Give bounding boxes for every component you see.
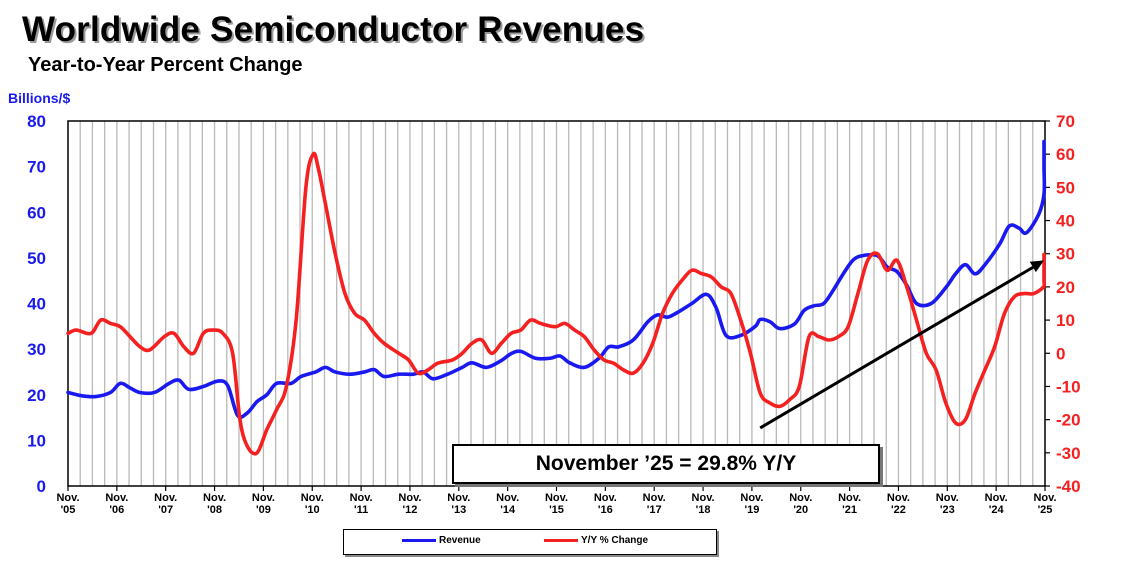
x-tick-month: Nov. [398, 492, 421, 504]
x-tick-month: Nov. [350, 492, 373, 504]
legend-item-yy-change: Y/Y % Change [544, 535, 648, 546]
right-tick-label: 40 [1056, 212, 1075, 231]
series-layer [66, 139, 1047, 456]
x-tick-month: Nov. [447, 492, 470, 504]
legend-item-revenue: Revenue [402, 535, 481, 546]
chart-subtitle: Year-to-Year Percent Change [28, 54, 303, 76]
right-tick-label: 10 [1056, 311, 1075, 330]
revenue-line [66, 139, 1047, 419]
left-tick-label: 70 [27, 158, 46, 177]
right-tick-label: 30 [1056, 245, 1075, 264]
right-tick-label: -40 [1056, 477, 1081, 496]
legend-label-yy-change: Y/Y % Change [581, 535, 649, 546]
x-tick-year: '09 [256, 504, 271, 516]
x-tick-year: '17 [647, 504, 662, 516]
x-tick-year: '16 [598, 504, 613, 516]
x-tick-month: Nov. [740, 492, 763, 504]
x-tick-month: Nov. [545, 492, 568, 504]
x-tick-month: Nov. [838, 492, 861, 504]
left-axis-label: Billions/$ [8, 90, 71, 106]
right-tick-label: -20 [1056, 411, 1081, 430]
right-tick-label: 50 [1056, 178, 1075, 197]
x-tick-month: Nov. [301, 492, 324, 504]
x-tick-year: '12 [403, 504, 418, 516]
x-tick-month: Nov. [887, 492, 910, 504]
left-tick-label: 80 [27, 112, 46, 131]
left-tick-label: 20 [27, 386, 46, 405]
x-tick-month: Nov. [203, 492, 226, 504]
x-tick-month: Nov. [936, 492, 959, 504]
left-axis: 0 10 20 30 40 50 60 70 80 [27, 112, 46, 496]
x-tick-year: '23 [940, 504, 955, 516]
x-tick-year: '22 [891, 504, 906, 516]
x-tick-year: '15 [549, 504, 564, 516]
x-tick-year: '18 [696, 504, 711, 516]
x-tick-year: '21 [842, 504, 857, 516]
x-tick-year: '24 [989, 504, 1005, 516]
x-tick-year: '06 [109, 504, 124, 516]
right-tick-label: 0 [1056, 344, 1065, 363]
x-tick-year: '25 [1038, 504, 1053, 516]
left-tick-label: 60 [27, 203, 46, 222]
legend-swatch-yy-change [544, 538, 578, 542]
right-tick-label: -10 [1056, 377, 1081, 396]
right-axis: -40 -30 -20 -10 0 10 20 30 40 50 60 70 [1045, 112, 1081, 496]
left-tick-label: 0 [37, 477, 46, 496]
x-tick-month: Nov. [56, 492, 79, 504]
x-tick-month: Nov. [643, 492, 666, 504]
chart-title: Worldwide Semiconductor Revenues [22, 10, 645, 49]
right-tick-label: -30 [1056, 444, 1081, 463]
legend: Revenue Y/Y % Change [343, 529, 717, 555]
right-tick-label: 20 [1056, 278, 1075, 297]
x-tick-year: '10 [305, 504, 320, 516]
x-axis: Nov.'05Nov.'06Nov.'07Nov.'08Nov.'09Nov.'… [56, 486, 1057, 516]
right-tick-label: 60 [1056, 145, 1075, 164]
trend-arrow-line [759, 263, 1039, 430]
x-tick-year: '20 [793, 504, 808, 516]
legend-label-revenue: Revenue [439, 535, 481, 546]
annotation-callout: November ’25 = 29.8% Y/Y [452, 444, 880, 484]
x-tick-month: Nov. [692, 492, 715, 504]
gridlines [79, 121, 1034, 486]
x-tick-month: Nov. [252, 492, 275, 504]
x-tick-year: '14 [500, 504, 516, 516]
x-tick-month: Nov. [985, 492, 1008, 504]
x-tick-year: '13 [451, 504, 466, 516]
legend-swatch-revenue [402, 538, 436, 542]
x-tick-month: Nov. [496, 492, 519, 504]
right-tick-label: 70 [1056, 112, 1075, 131]
x-tick-year: '19 [744, 504, 759, 516]
x-tick-year: '07 [158, 504, 173, 516]
left-tick-label: 50 [27, 249, 46, 268]
x-tick-year: '08 [207, 504, 222, 516]
trend-arrow-head [1029, 260, 1044, 273]
x-tick-month: Nov. [1033, 492, 1056, 504]
yy-change-line [66, 151, 1047, 456]
x-tick-year: '11 [354, 504, 368, 516]
x-tick-month: Nov. [154, 492, 177, 504]
left-tick-label: 30 [27, 340, 46, 359]
left-tick-label: 40 [27, 295, 46, 314]
x-tick-month: Nov. [594, 492, 617, 504]
left-tick-label: 10 [27, 431, 46, 450]
x-tick-month: Nov. [789, 492, 812, 504]
x-tick-year: '05 [61, 504, 76, 516]
x-tick-month: Nov. [105, 492, 128, 504]
